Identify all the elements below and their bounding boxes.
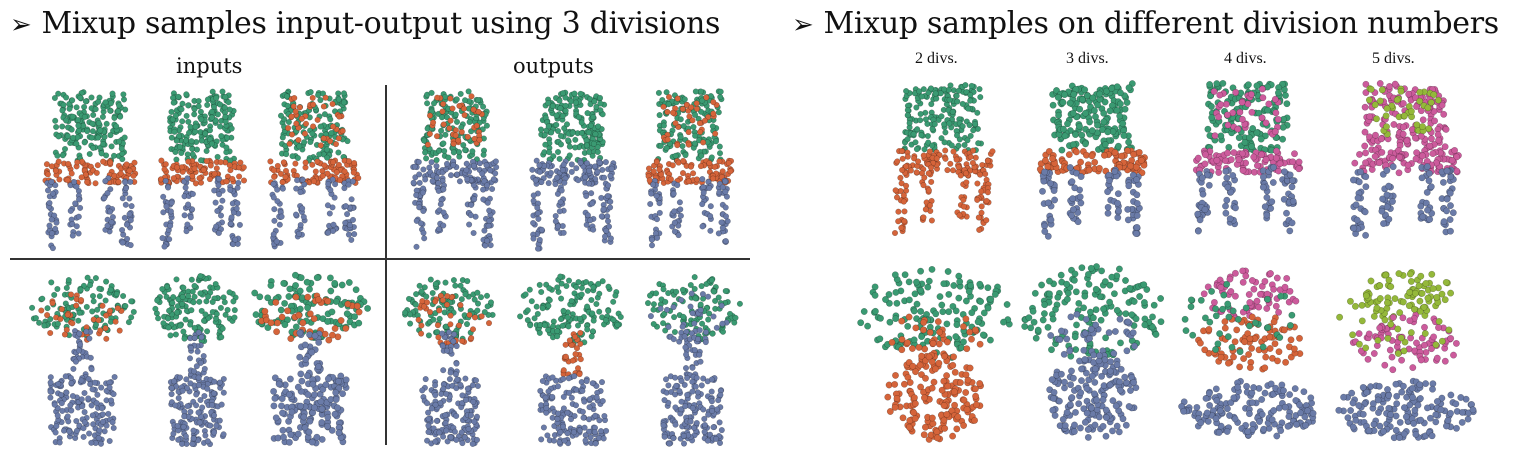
plant-point-cloud — [1178, 267, 1317, 440]
chair-point-cloud — [157, 88, 248, 250]
division-label-2: 2 divs. — [915, 50, 958, 67]
left-panel-title-text: Mixup samples input-output using 3 divis… — [41, 6, 721, 41]
plant-point-cloud — [1335, 268, 1477, 442]
chair-point-cloud — [1192, 79, 1304, 235]
chair-point-cloud — [645, 88, 735, 249]
right-panel-title-text: Mixup samples on different division numb… — [823, 6, 1500, 41]
vertical-divider — [385, 85, 387, 445]
division-label-3: 3 divs. — [1066, 50, 1109, 67]
right-panel-title: ➢ Mixup samples on different division num… — [792, 6, 1499, 41]
chair-point-cloud — [891, 82, 996, 237]
chair-point-cloud — [1349, 80, 1462, 239]
plant-point-cloud — [402, 276, 496, 447]
plant-point-cloud — [644, 274, 743, 447]
chair-point-cloud — [529, 89, 618, 252]
plant-point-cloud — [1021, 263, 1165, 441]
outputs-label: outputs — [513, 54, 594, 78]
plant-point-cloud — [29, 274, 137, 447]
arrow-bullet-icon: ➢ — [792, 10, 814, 40]
plant-point-cloud — [152, 273, 239, 448]
plant-point-cloud — [857, 265, 1013, 443]
horizontal-divider — [10, 258, 750, 260]
division-label-5: 5 divs. — [1372, 50, 1415, 67]
chair-point-cloud — [410, 88, 500, 250]
chair-point-cloud — [1036, 80, 1148, 240]
chair-point-cloud — [267, 88, 362, 250]
plant-point-cloud — [251, 271, 372, 447]
plant-point-cloud — [517, 273, 624, 447]
inputs-label: inputs — [176, 54, 243, 78]
left-panel-title: ➢ Mixup samples input-output using 3 divi… — [10, 6, 720, 41]
chair-point-cloud — [42, 89, 139, 252]
division-label-4: 4 divs. — [1224, 50, 1267, 67]
arrow-bullet-icon: ➢ — [10, 10, 32, 40]
